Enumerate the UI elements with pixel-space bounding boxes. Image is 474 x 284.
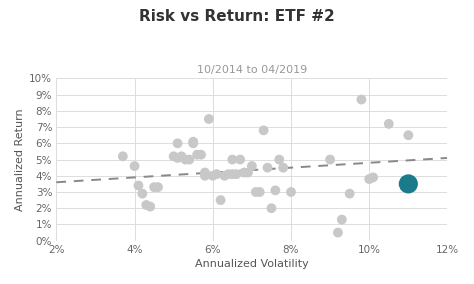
Point (287, 190, 295, 194)
Point (256, 190, 264, 194)
Point (248, 164, 255, 168)
Point (264, 165, 271, 170)
Point (228, 157, 236, 162)
Point (193, 153, 201, 157)
Point (185, 157, 193, 162)
Point (190, 139, 197, 144)
Point (232, 172, 240, 176)
Text: Risk vs Return: ETF #2: Risk vs Return: ETF #2 (139, 9, 335, 24)
Point (260, 128, 267, 133)
Point (213, 172, 220, 176)
X-axis label: Annualized Volatility: Annualized Volatility (195, 259, 309, 269)
Title: 10/2014 to 04/2019: 10/2014 to 04/2019 (197, 65, 307, 75)
Point (275, 157, 283, 162)
Point (190, 141, 197, 146)
Y-axis label: Annualized Return: Annualized Return (15, 108, 25, 211)
Point (174, 141, 182, 146)
Point (334, 230, 342, 235)
Point (146, 204, 154, 209)
Point (135, 183, 142, 188)
Point (150, 185, 158, 189)
Point (119, 154, 127, 158)
Point (154, 185, 162, 189)
Point (272, 188, 279, 193)
Point (252, 190, 260, 194)
Point (244, 170, 252, 175)
Point (138, 191, 146, 196)
Point (182, 157, 189, 162)
Point (228, 172, 236, 176)
Point (209, 174, 217, 178)
Point (240, 170, 248, 175)
Point (170, 154, 177, 158)
Point (201, 170, 209, 175)
Point (225, 172, 232, 176)
Point (365, 177, 373, 181)
Point (237, 157, 244, 162)
Point (326, 157, 334, 162)
Point (201, 174, 209, 178)
Point (178, 154, 185, 158)
Point (346, 191, 354, 196)
Point (131, 164, 138, 168)
Point (143, 203, 150, 207)
Point (404, 133, 412, 137)
Point (357, 97, 365, 102)
Point (217, 198, 224, 202)
Point (268, 206, 275, 210)
Point (404, 181, 412, 186)
Point (205, 117, 213, 121)
Point (369, 175, 377, 180)
Point (174, 156, 182, 160)
Point (279, 165, 287, 170)
Point (385, 122, 392, 126)
Point (338, 217, 346, 222)
Point (197, 153, 205, 157)
Point (221, 174, 228, 178)
